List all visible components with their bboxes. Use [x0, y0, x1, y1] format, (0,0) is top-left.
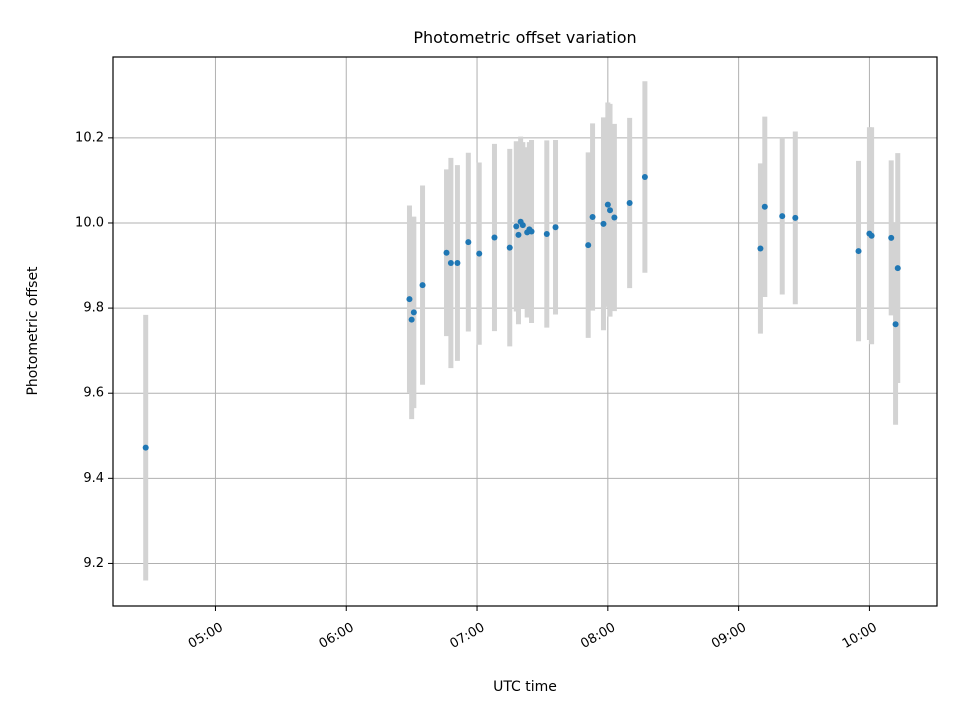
- data-point: [600, 220, 607, 227]
- data-point: [641, 174, 648, 181]
- data-point: [894, 265, 901, 272]
- data-point: [447, 259, 454, 266]
- y-tick-label: 10.2: [75, 130, 104, 145]
- data-point: [626, 199, 633, 206]
- data-point: [552, 224, 559, 231]
- y-axis-label: Photometric offset: [25, 266, 41, 396]
- data-point: [408, 316, 415, 323]
- x-axis-label: UTC time: [493, 679, 557, 695]
- data-points: [142, 174, 901, 451]
- data-point: [465, 239, 472, 246]
- chart-title: Photometric offset variation: [413, 28, 636, 47]
- y-tick-label: 9.4: [83, 471, 104, 486]
- data-point: [888, 234, 895, 241]
- data-point: [519, 222, 526, 229]
- y-axis-ticks: 9.2 9.4 9.6 9.8 10.0 10.2: [75, 130, 113, 571]
- data-point: [142, 444, 149, 451]
- data-point: [513, 223, 520, 230]
- y-tick-label: 9.8: [83, 301, 104, 316]
- data-point: [779, 213, 786, 220]
- data-point: [792, 214, 799, 221]
- data-point: [757, 245, 764, 252]
- data-point: [515, 231, 522, 238]
- data-point: [443, 249, 450, 256]
- data-point: [410, 309, 417, 316]
- data-point: [406, 296, 413, 303]
- y-tick-label: 9.6: [83, 386, 104, 401]
- data-point: [476, 250, 483, 257]
- y-tick-label: 10.0: [75, 215, 104, 230]
- y-tick-label: 9.2: [83, 556, 104, 571]
- data-point: [543, 231, 550, 238]
- data-point: [589, 214, 596, 221]
- data-point: [491, 234, 498, 241]
- data-point: [528, 228, 535, 235]
- data-point: [892, 321, 899, 328]
- data-point: [506, 244, 513, 251]
- data-point: [454, 259, 461, 266]
- data-point: [585, 242, 592, 249]
- data-point: [855, 248, 862, 255]
- data-point: [604, 201, 611, 208]
- plot-area-frame: [112, 56, 938, 607]
- data-point: [761, 203, 768, 210]
- data-point: [611, 214, 618, 221]
- data-point: [607, 207, 614, 214]
- data-point: [868, 232, 875, 239]
- data-point: [419, 282, 426, 289]
